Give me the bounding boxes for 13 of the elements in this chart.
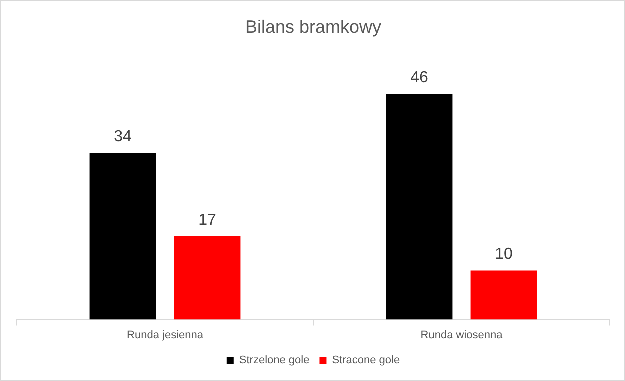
legend-label: Stracone gole bbox=[332, 354, 400, 367]
data-label: 34 bbox=[114, 128, 132, 146]
x-tick-label: Runda jesienna bbox=[127, 329, 204, 342]
bar bbox=[386, 94, 453, 320]
legend-label: Strzelone gole bbox=[239, 354, 310, 367]
bar bbox=[470, 270, 538, 320]
x-tick-label: Runda wiosenna bbox=[420, 329, 504, 342]
data-label: 17 bbox=[198, 212, 216, 229]
data-label: 10 bbox=[495, 246, 513, 264]
bar bbox=[174, 236, 241, 320]
chart-title: Bilans bramkowy bbox=[245, 16, 382, 37]
data-label: 46 bbox=[410, 70, 428, 87]
bar bbox=[90, 153, 156, 320]
